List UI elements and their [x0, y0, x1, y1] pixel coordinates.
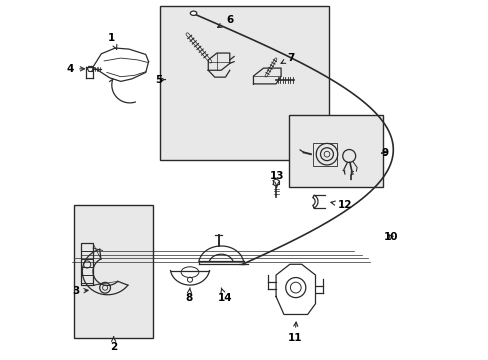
Text: 9: 9: [381, 148, 388, 158]
Text: 5: 5: [155, 75, 165, 85]
Bar: [74, 205, 153, 338]
Text: 10: 10: [384, 232, 398, 242]
Text: 6: 6: [217, 15, 233, 27]
Text: 1: 1: [108, 33, 117, 49]
Bar: [81, 243, 93, 285]
Text: 11: 11: [287, 322, 301, 343]
Text: 12: 12: [330, 200, 351, 210]
Text: 7: 7: [281, 53, 294, 63]
Text: 3: 3: [72, 286, 88, 296]
Text: 13: 13: [269, 171, 284, 187]
Ellipse shape: [190, 11, 196, 15]
Text: 4: 4: [67, 64, 84, 74]
Text: 2: 2: [110, 337, 117, 352]
Bar: [160, 6, 328, 160]
Text: 14: 14: [217, 288, 232, 303]
Bar: [289, 116, 382, 187]
Bar: [312, 143, 336, 166]
Text: 8: 8: [185, 288, 192, 303]
